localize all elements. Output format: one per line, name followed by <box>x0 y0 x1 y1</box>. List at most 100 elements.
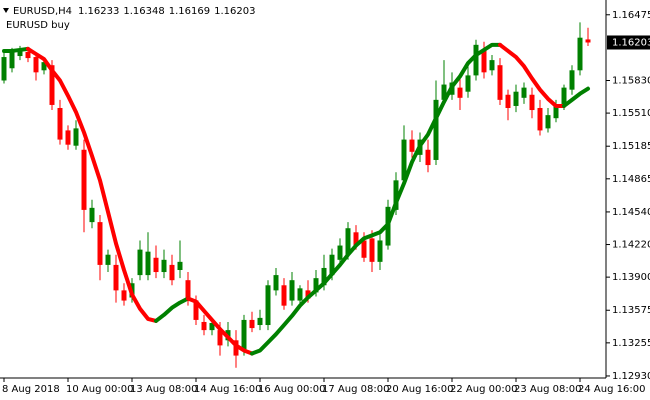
candle-body <box>489 60 495 71</box>
candle-body <box>209 322 215 331</box>
candle-body <box>345 228 351 255</box>
candle-body <box>313 278 319 293</box>
candle-body <box>49 65 55 105</box>
indicator-line <box>2 46 30 53</box>
indicator-line <box>562 86 590 108</box>
candle-body <box>137 249 143 276</box>
candle-body <box>577 37 583 71</box>
candle-body <box>65 130 71 145</box>
candle-body <box>537 108 543 131</box>
candle-body <box>321 267 327 286</box>
indicator-name: EURUSD buy <box>6 20 70 31</box>
candle-body <box>89 207 95 223</box>
x-tick-label: 8 Aug 2018 <box>2 384 60 395</box>
candle-body <box>377 240 383 262</box>
x-tick-label: 20 Aug 16:00 <box>386 384 453 395</box>
candle-body <box>369 238 375 262</box>
candle-body <box>289 280 295 301</box>
candle-body <box>553 104 559 119</box>
candle-body <box>409 139 415 152</box>
candle-body <box>361 240 367 258</box>
candle-body <box>569 70 575 90</box>
candle-body <box>457 87 463 98</box>
symbol: EURUSD,H4 <box>13 6 72 17</box>
header-open: 1.16233 <box>78 6 119 17</box>
candle-body <box>433 99 439 160</box>
candle-body <box>529 94 535 111</box>
candle-body <box>305 290 311 299</box>
candle-body <box>441 84 447 100</box>
y-tick-label: 1.14220 <box>612 240 650 251</box>
candle-body <box>25 51 31 59</box>
candle-body <box>1 57 7 81</box>
indicator-line <box>26 46 158 323</box>
x-tick-label: 23 Aug 08:00 <box>514 384 581 395</box>
candle-body <box>297 288 303 301</box>
candle-body <box>81 149 87 210</box>
candle-body <box>17 49 23 57</box>
candle-body <box>481 49 487 73</box>
candle-body <box>337 245 343 260</box>
indicator-line <box>498 42 566 108</box>
candle-body <box>353 232 359 246</box>
indicator-line <box>154 296 190 323</box>
candle-body <box>161 259 167 273</box>
candle-body <box>217 330 223 346</box>
y-tick-label: 1.16475 <box>612 10 650 21</box>
candle-body <box>401 139 407 181</box>
header-close: 1.16203 <box>214 6 255 17</box>
candle-body <box>121 290 127 301</box>
candle-body <box>473 44 479 76</box>
current-price-label: 1.16203 <box>612 37 650 48</box>
indicator-line <box>250 42 502 356</box>
y-tick-label: 1.13900 <box>612 272 650 283</box>
candle-body <box>425 149 431 166</box>
candle-body <box>273 275 279 291</box>
candle-body <box>233 340 239 356</box>
y-tick-label: 1.14865 <box>612 174 650 185</box>
candle-body <box>33 57 39 73</box>
candle-body <box>153 257 159 273</box>
y-tick-label: 1.15510 <box>612 108 650 119</box>
candle-body <box>281 285 287 306</box>
x-tick-label: 22 Aug 00:00 <box>450 384 517 395</box>
indicator-line <box>186 296 254 356</box>
candle-body <box>145 251 151 276</box>
x-tick-label: 24 Aug 16:00 <box>578 384 645 395</box>
x-tick-label: 10 Aug 00:00 <box>66 384 133 395</box>
candle-body <box>545 115 551 129</box>
candle-body <box>505 94 511 108</box>
current-price-box <box>607 35 650 50</box>
candle-body <box>465 75 471 92</box>
candle-body <box>73 128 79 146</box>
x-tick-label: 13 Aug 08:00 <box>130 384 197 395</box>
header-high: 1.16348 <box>123 6 164 17</box>
y-tick-label: 1.14540 <box>612 207 650 218</box>
candle-body <box>185 280 191 301</box>
candle-body <box>521 87 527 98</box>
candle-body <box>97 222 103 265</box>
y-tick-label: 1.13575 <box>612 305 650 316</box>
candle-body <box>177 261 183 270</box>
candle-body <box>329 254 335 276</box>
y-tick-label: 1.13255 <box>612 338 650 349</box>
y-tick-label: 1.15830 <box>612 75 650 86</box>
candle-body <box>193 300 199 320</box>
candle-body <box>41 62 47 71</box>
candle-body <box>241 319 247 351</box>
candle-body <box>57 108 63 140</box>
menu-arrow <box>3 8 9 13</box>
candle-body <box>257 317 263 326</box>
candle-body <box>561 87 567 105</box>
candle-body <box>513 91 519 106</box>
candle-body <box>265 285 271 326</box>
candle-body <box>105 254 111 265</box>
candle-body <box>585 39 591 43</box>
candle-body <box>497 65 503 100</box>
x-tick-label: 17 Aug 08:00 <box>322 384 389 395</box>
candle-body <box>249 319 255 329</box>
candle-body <box>393 180 399 210</box>
chart-header: EURUSD,H4 1.16233 1.16348 1.16169 1.16203 <box>13 6 255 17</box>
